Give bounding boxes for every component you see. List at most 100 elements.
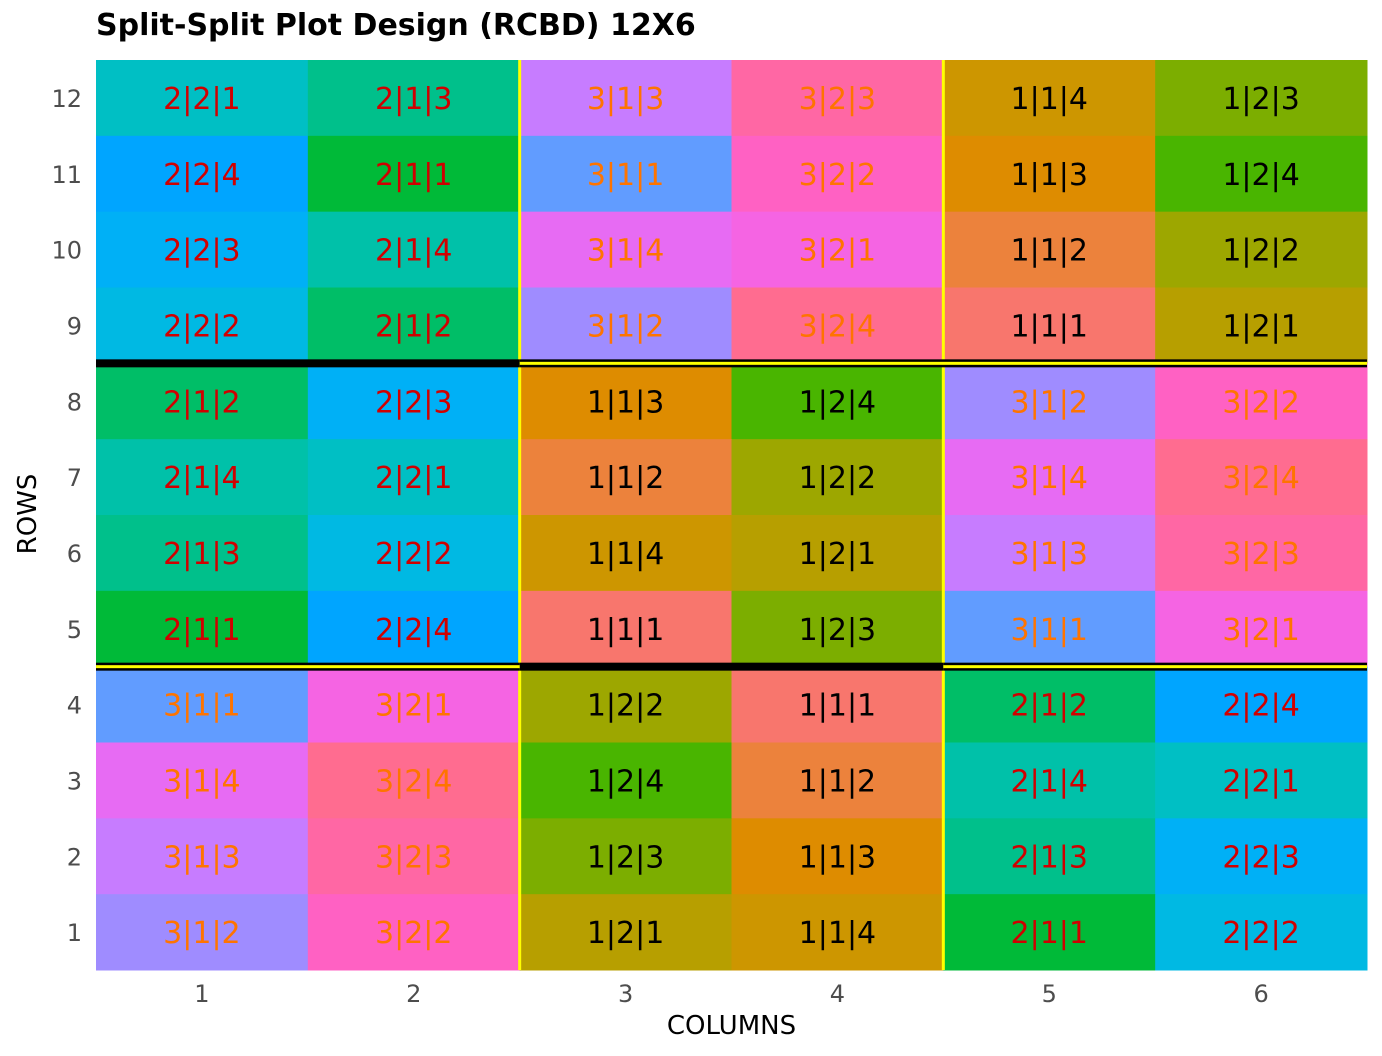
plot-cell-r8-c2 xyxy=(307,363,521,440)
plot-label-r7-c4: 1|2|2 xyxy=(799,461,876,496)
plot-label-r9-c2: 2|1|2 xyxy=(375,309,452,344)
y-tick-label: 8 xyxy=(67,388,82,416)
plot-cell-r1-c4 xyxy=(731,894,944,971)
plot-label-r11-c5: 1|1|3 xyxy=(1011,158,1088,193)
plot-label-r12-c3: 3|1|3 xyxy=(587,82,664,117)
plot-label-r5-c5: 3|1|1 xyxy=(1011,613,1088,648)
plot-label-r9-c1: 2|2|2 xyxy=(163,309,240,344)
plot-cell-r3-c1 xyxy=(96,742,309,819)
plot-label-r7-c2: 2|2|1 xyxy=(375,461,452,496)
plot-label-r4-c1: 3|1|1 xyxy=(163,689,240,724)
plot-label-r9-c6: 1|2|1 xyxy=(1222,309,1299,344)
plot-cell-r3-c6 xyxy=(1155,742,1368,819)
plot-cell-r4-c6 xyxy=(1155,666,1368,743)
plot-cell-r5-c4 xyxy=(731,590,944,668)
plot-cell-r4-c5 xyxy=(943,666,1156,743)
plot-cell-r3-c4 xyxy=(731,742,944,819)
plot-label-r6-c3: 1|1|4 xyxy=(587,537,664,572)
y-tick-label: 10 xyxy=(51,237,82,265)
plot-label-r6-c6: 3|2|3 xyxy=(1222,537,1299,572)
plot-label-r1-c2: 3|2|2 xyxy=(375,916,452,951)
plot-cell-r9-c4 xyxy=(731,287,944,364)
plot-cell-r8-c6 xyxy=(1155,363,1368,440)
block-divider-horizontal xyxy=(96,665,520,669)
x-axis-title: COLUMNS xyxy=(667,1011,796,1041)
x-tick-label: 6 xyxy=(1253,980,1268,1008)
plot-label-r3-c1: 3|1|4 xyxy=(163,764,240,799)
plot-cell-r4-c4 xyxy=(731,666,944,743)
block-divider-horizontal xyxy=(519,361,1367,365)
plot-cell-r4-c3 xyxy=(519,666,732,743)
plot-label-r12-c5: 1|1|4 xyxy=(1011,82,1088,117)
plot-cell-r7-c4 xyxy=(731,439,944,516)
plot-label-r6-c2: 2|2|2 xyxy=(375,537,452,572)
plot-cell-r1-c6 xyxy=(1155,894,1368,971)
plot-label-r4-c3: 1|2|2 xyxy=(587,689,664,724)
plot-cell-r6-c6 xyxy=(1155,515,1368,592)
plot-label-r11-c6: 1|2|4 xyxy=(1222,158,1299,193)
plot-label-r9-c5: 1|1|1 xyxy=(1011,309,1088,344)
plot-cell-r2-c6 xyxy=(1155,818,1368,895)
plot-cell-r6-c4 xyxy=(731,515,944,592)
plot-cell-r4-c1 xyxy=(96,666,309,743)
plot-divider-thick xyxy=(519,662,944,671)
plot-cell-r12-c3 xyxy=(519,60,732,137)
plot-cell-r10-c1 xyxy=(96,211,309,288)
plot-cell-r5-c6 xyxy=(1155,590,1368,668)
plot-label-r2-c4: 1|1|3 xyxy=(799,840,876,875)
plot-cell-r6-c3 xyxy=(519,515,732,592)
plot-label-r2-c1: 3|1|3 xyxy=(163,840,240,875)
plot-label-r8-c3: 1|1|3 xyxy=(587,385,664,420)
x-tick-label: 3 xyxy=(618,980,633,1008)
plot-cell-r9-c6 xyxy=(1155,287,1368,364)
plot-label-r3-c4: 1|1|2 xyxy=(799,764,876,799)
plot-label-r7-c5: 3|1|4 xyxy=(1011,461,1088,496)
plot-cell-r11-c1 xyxy=(96,135,309,213)
plot-cells xyxy=(96,60,1368,971)
plot-label-r8-c6: 3|2|2 xyxy=(1222,385,1299,420)
plot-cell-r10-c6 xyxy=(1155,211,1368,288)
plot-label-r1-c4: 1|1|4 xyxy=(799,916,876,951)
y-tick-label: 3 xyxy=(67,767,82,795)
plot-label-r10-c2: 2|1|4 xyxy=(375,234,452,269)
plot-cell-r8-c5 xyxy=(943,363,1156,440)
plot-label-r7-c1: 2|1|4 xyxy=(163,461,240,496)
block-divider-horizontal xyxy=(943,665,1367,669)
plot-label-r11-c4: 3|2|2 xyxy=(799,158,876,193)
plot-cell-r8-c1 xyxy=(96,363,309,440)
plot-label-r5-c4: 1|2|3 xyxy=(799,613,876,648)
x-tick-label: 1 xyxy=(194,980,209,1008)
plot-cell-r12-c5 xyxy=(943,60,1156,137)
y-tick-label: 7 xyxy=(67,464,82,492)
y-tick-label: 9 xyxy=(67,312,82,340)
plot-label-r2-c6: 2|2|3 xyxy=(1222,840,1299,875)
plot-label-r10-c3: 3|1|4 xyxy=(587,234,664,269)
plot-label-r3-c2: 3|2|4 xyxy=(375,764,452,799)
plot-label-r1-c5: 2|1|1 xyxy=(1011,916,1088,951)
plot-cell-r3-c2 xyxy=(307,742,521,819)
plot-label-r6-c1: 2|1|3 xyxy=(163,537,240,572)
plot-cell-r6-c5 xyxy=(943,515,1156,592)
plot-label-r4-c6: 2|2|4 xyxy=(1222,689,1299,724)
y-tick-label: 12 xyxy=(51,85,82,113)
plot-cell-r10-c5 xyxy=(943,211,1156,288)
plot-cell-r10-c2 xyxy=(307,211,521,288)
plot-cell-r11-c4 xyxy=(731,135,944,213)
plot-cell-r5-c5 xyxy=(943,590,1156,668)
plot-labels: 2|2|1 2|1|3 3|1|3 3|2|3 1|1|4 1|2|3 2|2|4 2|1|1… xyxy=(163,82,1300,951)
plot-label-r10-c1: 2|2|3 xyxy=(163,234,240,269)
plot-cell-r6-c1 xyxy=(96,515,309,592)
plot-cell-r2-c5 xyxy=(943,818,1156,895)
plot-label-r8-c5: 3|1|2 xyxy=(1011,385,1088,420)
plot-cell-r7-c3 xyxy=(519,439,732,516)
plot-cell-r11-c5 xyxy=(943,135,1156,213)
x-tick-label: 4 xyxy=(830,980,845,1008)
plot-cell-r5-c2 xyxy=(307,590,521,668)
plot-label-r8-c1: 2|1|2 xyxy=(163,385,240,420)
plot-cell-r2-c3 xyxy=(519,818,732,895)
plot-label-r6-c4: 1|2|1 xyxy=(799,537,876,572)
chart-title: Split-Split Plot Design (RCBD) 12X6 xyxy=(96,8,696,43)
plot-cell-r10-c3 xyxy=(519,211,732,288)
plot-label-r2-c5: 2|1|3 xyxy=(1011,840,1088,875)
